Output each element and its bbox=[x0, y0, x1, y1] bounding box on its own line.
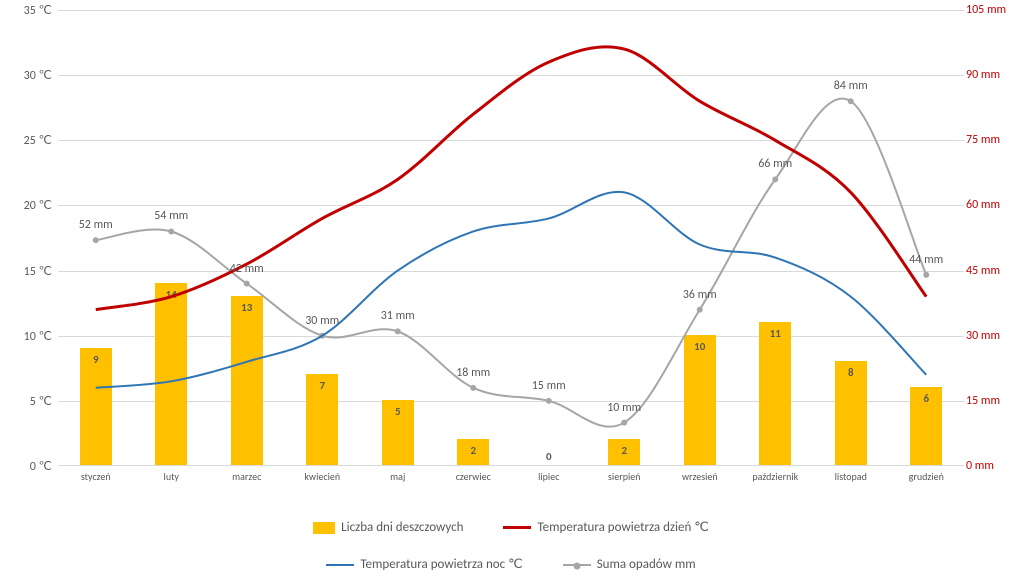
x-tick: październik bbox=[752, 470, 798, 483]
rain-value-label: 52 mm bbox=[79, 218, 113, 232]
series-line bbox=[96, 99, 927, 427]
y-right-tick: 60 mm bbox=[966, 198, 1018, 212]
legend-swatch-bar-icon bbox=[313, 522, 335, 534]
series-line bbox=[96, 192, 927, 388]
y-right-tick: 105 mm bbox=[966, 3, 1018, 17]
legend-swatch-gray-icon bbox=[563, 564, 591, 566]
legend-swatch-red-icon bbox=[503, 526, 531, 529]
legend-item-day: Temperatura powietrza dzień ℃ bbox=[503, 520, 708, 535]
legend-swatch-blue-icon bbox=[326, 564, 354, 566]
y-left-tick: 35 ℃ bbox=[4, 3, 52, 18]
series-marker bbox=[244, 281, 250, 287]
rain-value-label: 18 mm bbox=[456, 366, 490, 380]
rain-value-label: 15 mm bbox=[532, 379, 566, 393]
x-tick: styczeń bbox=[81, 470, 111, 483]
y-left-tick: 0 ℃ bbox=[4, 459, 52, 474]
y-right-tick: 75 mm bbox=[966, 133, 1018, 147]
rain-value-label: 84 mm bbox=[834, 79, 868, 93]
x-tick: listopad bbox=[835, 470, 867, 483]
series-marker bbox=[168, 228, 174, 234]
rain-value-label: 36 mm bbox=[683, 288, 717, 302]
y-right-tick: 0 mm bbox=[966, 459, 1018, 473]
series-marker bbox=[923, 272, 929, 278]
series-marker bbox=[470, 385, 476, 391]
x-tick: czerwiec bbox=[456, 470, 491, 483]
series-marker bbox=[621, 420, 627, 426]
y-left-tick: 15 ℃ bbox=[4, 264, 52, 279]
x-tick: grudzień bbox=[909, 470, 944, 483]
climate-chart: 914137520210118652 mm54 mm42 mm30 mm31 m… bbox=[0, 0, 1022, 578]
rain-value-label: 66 mm bbox=[758, 157, 792, 171]
lines-layer bbox=[58, 10, 964, 465]
x-tick: wrzesień bbox=[682, 470, 718, 483]
y-left-tick: 25 ℃ bbox=[4, 133, 52, 148]
legend: Liczba dni deszczowych Temperatura powie… bbox=[0, 520, 1022, 572]
series-line bbox=[96, 47, 927, 310]
x-tick: sierpień bbox=[608, 470, 640, 483]
legend-label-bars: Liczba dni deszczowych bbox=[341, 520, 463, 535]
legend-label-rain: Suma opadów mm bbox=[597, 557, 696, 572]
y-left-tick: 20 ℃ bbox=[4, 198, 52, 213]
y-right-tick: 90 mm bbox=[966, 68, 1018, 82]
series-marker bbox=[697, 307, 703, 313]
y-right-tick: 45 mm bbox=[966, 264, 1018, 278]
y-left-tick: 10 ℃ bbox=[4, 329, 52, 344]
y-left-tick: 5 ℃ bbox=[4, 394, 52, 409]
x-tick: maj bbox=[390, 470, 405, 483]
series-marker bbox=[93, 237, 99, 243]
rain-value-label: 30 mm bbox=[305, 314, 339, 328]
y-right-tick: 30 mm bbox=[966, 329, 1018, 343]
x-tick: luty bbox=[164, 470, 179, 483]
plot-area: 914137520210118652 mm54 mm42 mm30 mm31 m… bbox=[58, 10, 964, 466]
legend-label-day: Temperatura powietrza dzień ℃ bbox=[537, 520, 708, 535]
y-right-tick: 15 mm bbox=[966, 394, 1018, 408]
legend-item-bars: Liczba dni deszczowych bbox=[313, 520, 463, 535]
rain-value-label: 44 mm bbox=[909, 253, 943, 267]
x-tick: lipiec bbox=[538, 470, 559, 483]
x-tick: marzec bbox=[232, 470, 261, 483]
legend-item-night: Temperatura powietrza noc ℃ Suma opadów … bbox=[0, 557, 1022, 572]
rain-value-label: 10 mm bbox=[607, 401, 641, 415]
rain-value-label: 54 mm bbox=[154, 209, 188, 223]
rain-value-label: 31 mm bbox=[381, 309, 415, 323]
rain-value-label: 42 mm bbox=[230, 262, 264, 276]
series-marker bbox=[772, 176, 778, 182]
series-marker bbox=[395, 328, 401, 334]
series-marker bbox=[546, 398, 552, 404]
series-marker bbox=[848, 98, 854, 104]
x-tick: kwiecień bbox=[304, 470, 340, 483]
y-left-tick: 30 ℃ bbox=[4, 68, 52, 83]
legend-label-night: Temperatura powietrza noc ℃ bbox=[360, 557, 522, 572]
